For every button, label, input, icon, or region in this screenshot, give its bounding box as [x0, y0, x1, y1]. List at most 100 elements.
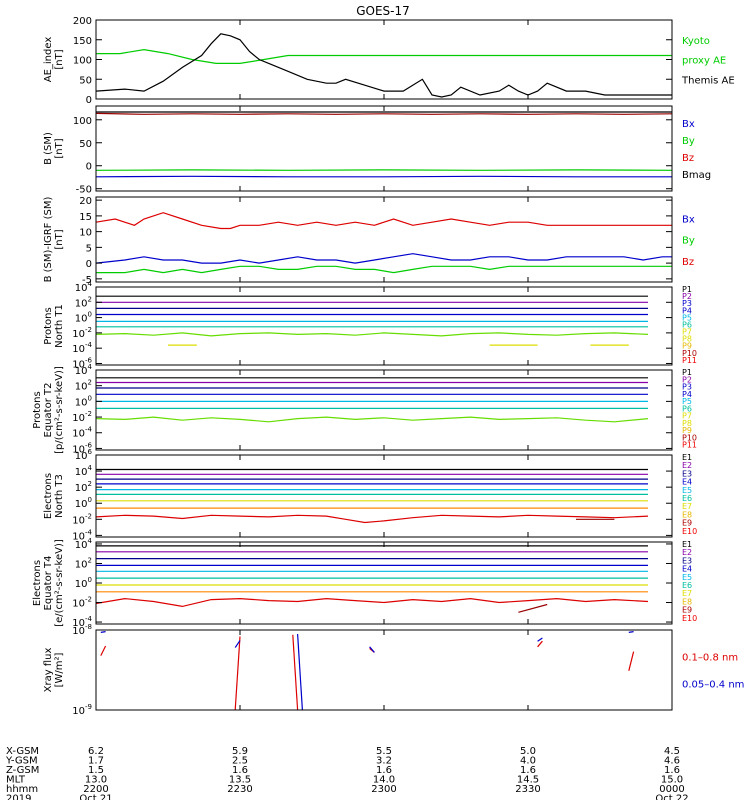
series-line-long5 — [537, 640, 543, 648]
series-line-p7 — [95, 416, 649, 423]
series-line-bz — [95, 212, 672, 230]
panel-bigrf: -5 0 5 10 15 20 B (SM)-IGRF (SM) [nT] Bx By Bz — [43, 196, 695, 286]
legend-entry: proxy AE — [682, 56, 726, 67]
y-tick-label: 10-2 — [72, 596, 92, 610]
y-tick-label: 50 — [79, 75, 92, 86]
legend-entry: P3 — [682, 299, 692, 308]
series-line-e9 — [95, 514, 649, 524]
legend-entry: E2 — [682, 461, 692, 470]
y-tick-label: 102 — [75, 556, 92, 570]
y-tick-label: 10-2 — [72, 512, 92, 526]
panel-frame — [95, 454, 673, 538]
legend-entry: Bz — [682, 153, 694, 164]
y-tick-label: 10-4 — [72, 426, 92, 440]
panel-bsm: -50 0 50 100 B (SM) [nT] Bx By Bz Bmag — [43, 105, 711, 196]
series-line-long2 — [234, 636, 241, 711]
panel-frame — [95, 629, 673, 711]
axis-row-value: 1.6 — [664, 765, 680, 776]
legend-entry: P5 — [682, 313, 692, 322]
y-tick-label: 50 — [79, 139, 92, 150]
axis-row-value: 4.6 — [664, 756, 680, 767]
y-tick-label: 102 — [75, 295, 92, 309]
legend-entry: E1 — [682, 540, 692, 549]
y-tick-label: 5 — [86, 243, 92, 254]
y-axis-label: Electrons — [32, 560, 43, 606]
y-tick-label: 200 — [73, 16, 92, 27]
y-tick-label: 0 — [86, 162, 92, 173]
panel-frame — [95, 19, 673, 100]
panel-frame — [95, 105, 673, 192]
series-line-bz — [95, 112, 673, 115]
legend-entry: P8 — [682, 335, 692, 344]
legend-entry: E8 — [682, 597, 692, 606]
legend-entry: E3 — [682, 469, 692, 478]
axis-row-value: 1.6 — [520, 765, 536, 776]
series-line-p7 — [95, 332, 649, 337]
y-tick-label: 15 — [79, 212, 92, 223]
legend-entry: E7 — [682, 589, 692, 598]
legend-entry: E3 — [682, 556, 692, 565]
y-tick-label: 20 — [79, 196, 92, 207]
y-tick-label: 0 — [86, 259, 92, 270]
legend-entry: P7 — [682, 328, 692, 337]
y-axis-label: Electrons — [43, 473, 54, 519]
axis-row-value: 14.0 — [373, 775, 395, 786]
legend-entry: P11 — [682, 356, 697, 365]
legend-entry: By — [682, 136, 695, 147]
axis-row-value: 2230 — [227, 784, 252, 795]
axis-row-value: 13.0 — [85, 775, 107, 786]
legend-entry: E4 — [682, 565, 692, 574]
legend-entry: E8 — [682, 510, 692, 519]
series-line-short6 — [628, 631, 634, 633]
panel-xray: 10-8 10-9 Xray flux [W/m²] 0.1–0.8 nm 0.05–0.… — [43, 623, 744, 717]
series-line-short4 — [369, 646, 375, 653]
legend-entry: P11 — [682, 441, 697, 450]
axis-row-value: 2.5 — [232, 756, 248, 767]
axis-row-value: Oct 21 — [79, 794, 112, 800]
y-tick-label: 102 — [75, 480, 92, 494]
series-line-long1 — [100, 645, 107, 656]
legend-entry: P4 — [682, 306, 692, 315]
legend-entry: P1 — [682, 285, 692, 294]
legend-entry: P9 — [682, 342, 692, 351]
legend-entry: E7 — [682, 502, 692, 511]
series-line-short3 — [297, 633, 303, 711]
legend-entry: Bz — [682, 257, 694, 268]
y-tick-label: 104 — [75, 537, 93, 551]
panel-ae: 0 50 100 150 200 AE_index [nT] Kyoto proxy AE The… — [43, 16, 735, 106]
y-axis-label: AE_index — [43, 37, 54, 83]
legend-entry: P10 — [682, 349, 697, 358]
y-tick-label: 10 — [79, 228, 92, 239]
y-tick-label: 100 — [75, 496, 92, 510]
legend-entry: P1 — [682, 368, 692, 377]
series-line-short2 — [234, 640, 241, 648]
axis-row-label: Y-GSM — [5, 756, 38, 767]
series-line-e10 — [518, 603, 548, 613]
panel-eequator: 104 102 100 10-2 10-4 Electrons Equator T4 [e/(… — [32, 537, 697, 629]
y-axis-label: B (SM)-IGRF (SM) — [43, 197, 54, 283]
axis-row-value: 5.9 — [232, 746, 248, 757]
legend-entry: P2 — [682, 292, 692, 301]
y-tick-label: 10-6 — [72, 356, 92, 370]
panel-frame — [95, 541, 673, 625]
axis-row-value: Oct 22 — [655, 794, 688, 800]
axis-row-value: 4.5 — [664, 746, 680, 757]
legend-entry: Bx — [682, 214, 695, 225]
legend-entry: P4 — [682, 390, 692, 399]
axis-row-value: 1.6 — [232, 765, 248, 776]
axis-row-value: 4.0 — [520, 756, 536, 767]
y-tick-label: 100 — [75, 576, 92, 590]
y-tick-label: 10-2 — [72, 410, 92, 424]
legend-entry: P8 — [682, 419, 692, 428]
y-axis-label: Equator T4 — [43, 556, 54, 611]
y-axis-label: [nT] — [54, 138, 65, 158]
legend-entry: P3 — [682, 383, 692, 392]
legend-entry: P9 — [682, 426, 692, 435]
axis-row-value: 5.0 — [520, 746, 536, 757]
y-axis-label: Protons — [32, 391, 43, 428]
series-line-by — [96, 265, 672, 274]
